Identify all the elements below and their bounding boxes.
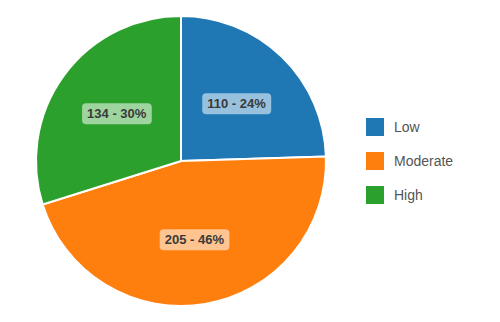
data-label-group: 205 - 46% (160, 229, 230, 250)
data-label-background (202, 93, 271, 114)
legend-label: Moderate (394, 153, 453, 169)
data-label-background (82, 103, 152, 124)
pie (36, 16, 326, 306)
legend: Low Moderate High (366, 118, 453, 204)
legend-label: Low (394, 119, 421, 135)
data-label-background (160, 229, 230, 250)
data-label-group: 110 - 24% (202, 93, 271, 114)
legend-item: Low (366, 118, 421, 136)
data-labels: 110 - 24% 205 - 46% 134 - 30% (82, 93, 271, 250)
slice (36, 16, 181, 204)
slice (181, 16, 326, 161)
legend-swatch (366, 186, 384, 204)
legend-label: High (394, 187, 423, 203)
data-label: 134 - 30% (87, 106, 147, 121)
data-label-group: 134 - 30% (82, 103, 152, 124)
chart: 110 - 24% 205 - 46% 134 - 30% Low Moderate Hi… (0, 0, 500, 322)
legend-item: Moderate (366, 152, 453, 170)
legend-swatch (366, 118, 384, 136)
data-label: 110 - 24% (207, 96, 266, 111)
legend-swatch (366, 152, 384, 170)
legend-item: High (366, 186, 423, 204)
data-label: 205 - 46% (165, 232, 225, 247)
